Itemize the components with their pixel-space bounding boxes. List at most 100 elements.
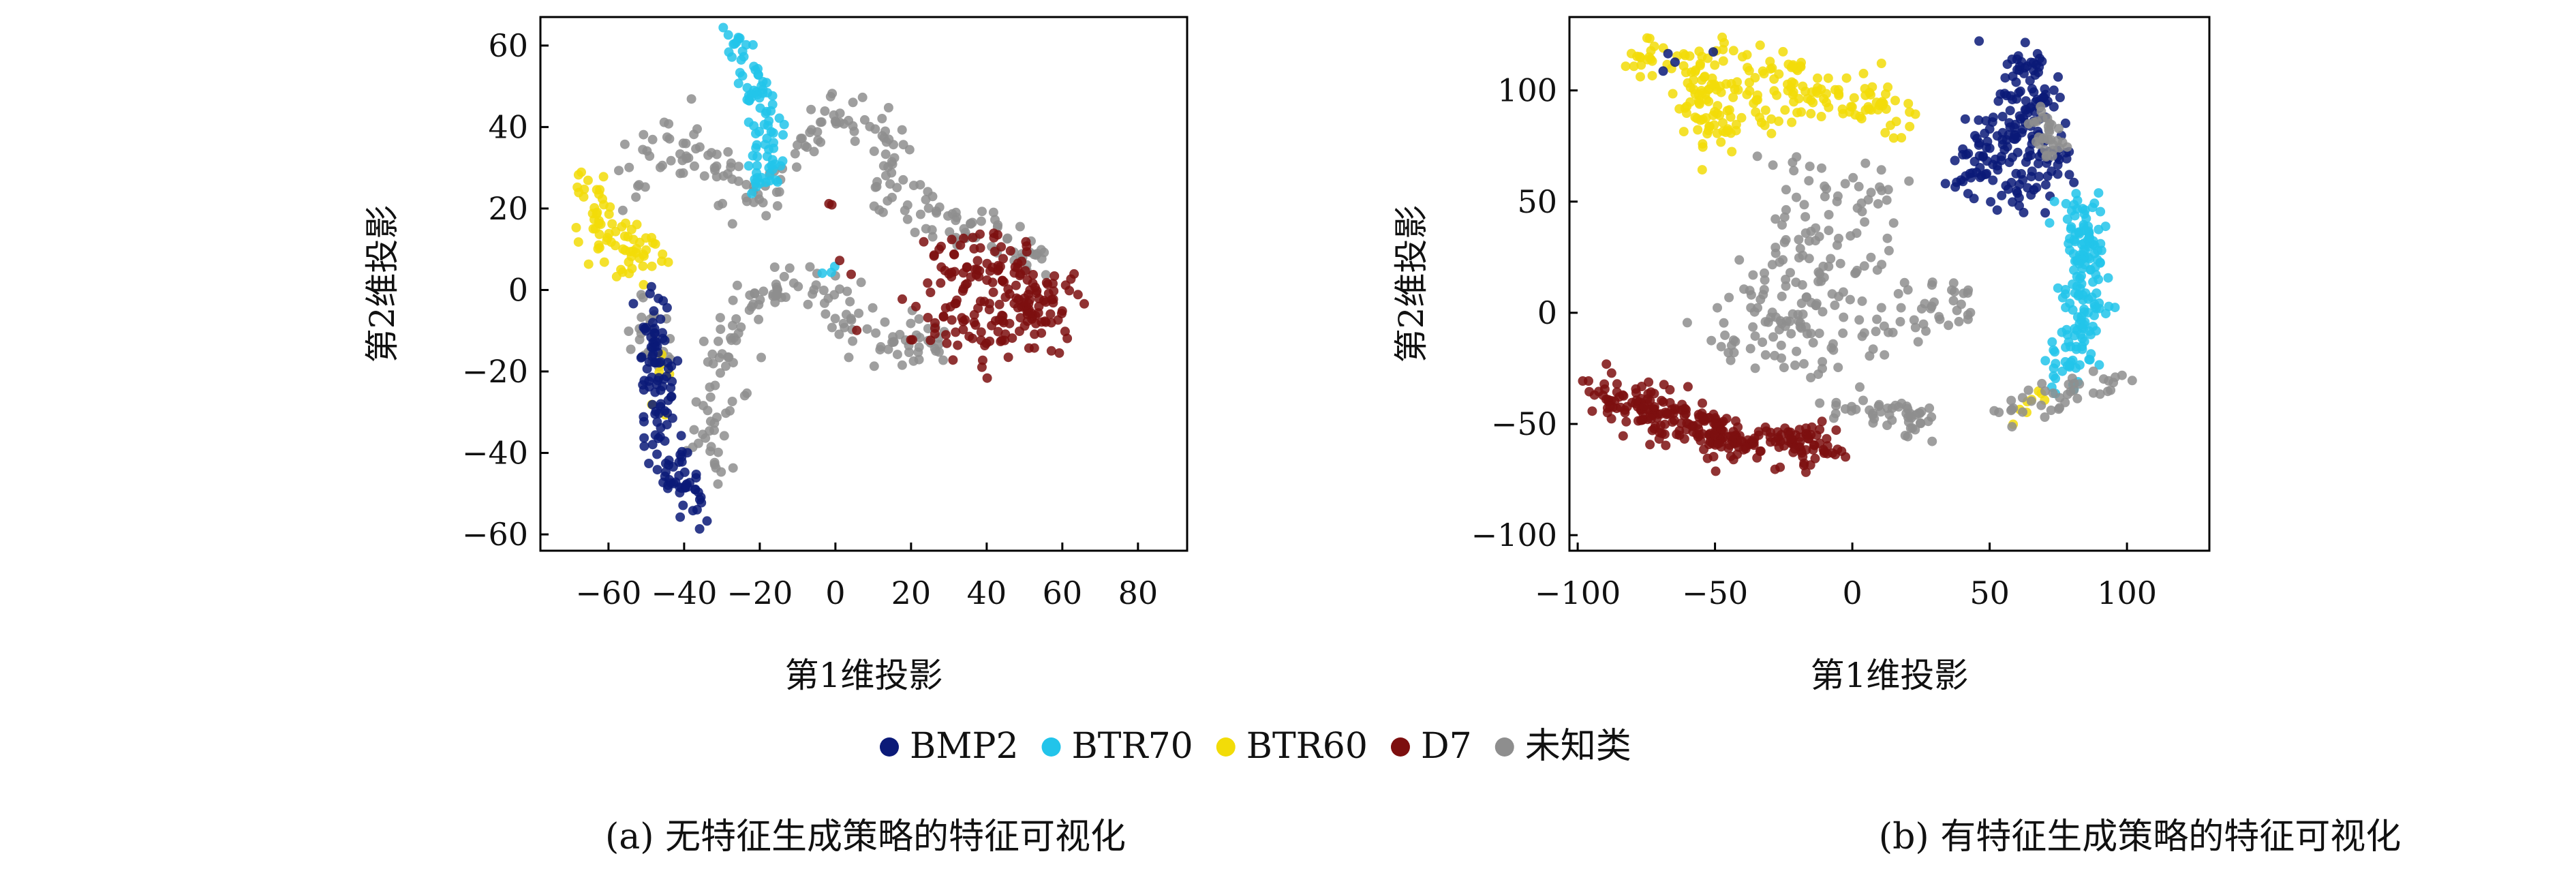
- scatter-point: [1045, 309, 1056, 319]
- scatter-point: [1000, 335, 1010, 346]
- scatter-point: [2055, 93, 2065, 102]
- scatter-point: [1760, 120, 1770, 130]
- scatter-point: [759, 119, 769, 129]
- scatter-point: [1778, 46, 1788, 57]
- scatter-point: [1830, 300, 1840, 310]
- scatter-point: [639, 441, 649, 451]
- scatter-point: [2007, 422, 2017, 432]
- scatter-point: [809, 285, 819, 295]
- scatter-point: [1804, 236, 1814, 246]
- scatter-point: [2062, 142, 2072, 152]
- scatter-point: [1768, 332, 1778, 342]
- scatter-point: [638, 380, 648, 390]
- scatter-point: [1781, 275, 1791, 284]
- scatter-point: [1670, 57, 1680, 67]
- scatter-point: [667, 376, 677, 386]
- scatter-point: [1798, 81, 1808, 91]
- scatter-point: [2004, 157, 2014, 168]
- scatter-point: [841, 309, 851, 320]
- scatter-point: [915, 209, 925, 219]
- scatter-point: [750, 288, 760, 298]
- scatter-point: [1587, 406, 1597, 416]
- scatter-point: [774, 187, 784, 197]
- scatter-point: [1978, 151, 1988, 161]
- scatter-point: [1716, 341, 1726, 352]
- scatter-point: [1813, 369, 1824, 379]
- scatter-point: [1789, 97, 1799, 107]
- scatter-point: [2127, 376, 2137, 386]
- scatter-point: [2098, 374, 2109, 384]
- scatter-point: [1704, 96, 1714, 106]
- scatter-point: [1969, 157, 1980, 166]
- scatter-point: [2019, 207, 2029, 217]
- scatter-point: [1954, 316, 1964, 326]
- scatter-point: [616, 264, 626, 275]
- scatter-point: [2031, 183, 2042, 193]
- scatter-point: [872, 177, 883, 187]
- legend-marker: [880, 737, 899, 757]
- scatter-point: [638, 261, 648, 271]
- scatter-point: [1988, 112, 1998, 123]
- scatter-point: [707, 349, 718, 359]
- x-tick-label: −50: [1682, 575, 1748, 611]
- scatter-point: [666, 155, 676, 166]
- scatter-point: [639, 322, 649, 333]
- scatter-point: [1860, 217, 1870, 227]
- scatter-point: [1814, 232, 1824, 242]
- scatter-point: [914, 314, 924, 324]
- scatter-point: [1606, 368, 1616, 378]
- scatter-point: [1007, 333, 1017, 344]
- scatter-point: [768, 289, 778, 299]
- scatter-point: [1963, 310, 1973, 320]
- scatter-point: [1614, 392, 1625, 402]
- scatter-point: [2032, 48, 2042, 59]
- scatter-point: [910, 228, 920, 237]
- scatter-point: [976, 327, 986, 337]
- scatter-point: [659, 117, 669, 127]
- scatter-point: [2061, 324, 2072, 335]
- x-tick-label: 0: [825, 575, 845, 611]
- scatter-point: [958, 316, 968, 326]
- scatter-point: [2000, 73, 2010, 83]
- scatter-point: [1760, 422, 1770, 432]
- scatter-point: [714, 200, 724, 211]
- legend-marker: [1390, 737, 1410, 757]
- scatter-point: [784, 263, 795, 273]
- scatter-point: [1950, 155, 1960, 166]
- scatter-point: [724, 47, 734, 57]
- scatter-point: [2069, 177, 2079, 187]
- scatter-point: [741, 179, 752, 189]
- scatter-point: [944, 269, 954, 279]
- scatter-point: [1661, 440, 1671, 451]
- scatter-point: [1811, 223, 1821, 233]
- scatter-point: [1790, 444, 1800, 454]
- scatter-point: [1779, 212, 1790, 222]
- scatter-point: [1847, 102, 1857, 112]
- scatter-point: [1785, 268, 1795, 278]
- scatter-point: [592, 207, 602, 217]
- scatter-point: [594, 218, 604, 228]
- scatter-point: [2040, 84, 2050, 94]
- scatter-point: [1865, 405, 1875, 415]
- scatter-point: [2032, 117, 2042, 127]
- scatter-point: [1813, 73, 1822, 83]
- scatter-point: [1935, 314, 1945, 324]
- scatter-point: [709, 163, 720, 173]
- scatter-point: [2080, 226, 2090, 236]
- scatter-point: [840, 322, 850, 333]
- scatter-point: [654, 373, 664, 383]
- scatter-point: [1808, 97, 1818, 108]
- scatter-point: [2017, 169, 2026, 179]
- scatter-point: [1057, 309, 1067, 318]
- scatter-point: [906, 335, 916, 345]
- scatter-point: [638, 144, 648, 155]
- scatter-point: [1642, 55, 1653, 65]
- scatter-point: [644, 459, 654, 468]
- scatter-point: [1646, 414, 1656, 424]
- scatter-point: [2057, 292, 2068, 303]
- scatter-point: [666, 361, 677, 371]
- scatter-point: [658, 328, 667, 338]
- scatter-point: [761, 106, 771, 117]
- scatter-point: [2006, 406, 2016, 416]
